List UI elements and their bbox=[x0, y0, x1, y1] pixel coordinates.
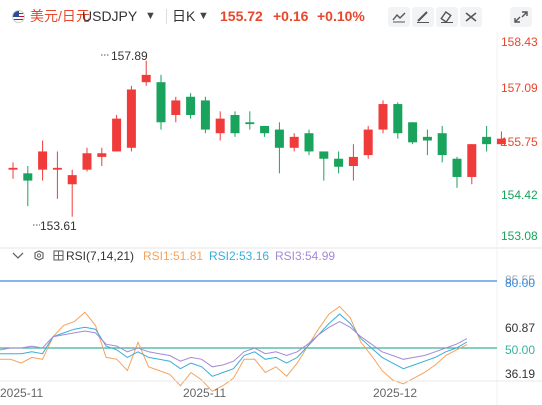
candle-body[interactable] bbox=[67, 175, 77, 185]
candle-body[interactable] bbox=[363, 129, 373, 156]
low-annotation: 153.61 bbox=[33, 219, 77, 233]
candle-body[interactable] bbox=[245, 122, 255, 125]
draw-tool-icon bbox=[417, 11, 429, 23]
candle-body[interactable] bbox=[452, 158, 462, 177]
us-flag-icon bbox=[12, 10, 25, 23]
line-tool-button[interactable] bbox=[388, 7, 410, 27]
candle-body[interactable] bbox=[186, 96, 196, 115]
candle-body[interactable] bbox=[408, 122, 418, 143]
kline-chart[interactable]: 157.89 153.61 158.43 157.09 155.75 154.4… bbox=[0, 32, 542, 405]
candle-body[interactable] bbox=[348, 156, 358, 167]
price-tick-label: 155.75 bbox=[501, 135, 538, 149]
settings-icon[interactable] bbox=[34, 250, 44, 261]
candle-body[interactable] bbox=[304, 133, 314, 152]
indicator-label[interactable]: RSI(7,14,21) bbox=[66, 249, 134, 263]
candle-body[interactable] bbox=[496, 138, 506, 145]
time-tick-label: 2025-11 bbox=[0, 386, 43, 400]
fullscreen-button[interactable] bbox=[510, 7, 532, 27]
rsi-tick-label: 80.00 bbox=[505, 276, 535, 290]
rsi-tick-label: 85.55 bbox=[505, 273, 535, 287]
crosshair-tool-icon bbox=[465, 12, 477, 22]
rsi-line bbox=[0, 313, 468, 377]
time-tick-label: 2025-12 bbox=[373, 386, 417, 400]
symbol-dropdown-icon[interactable]: ▼ bbox=[145, 10, 156, 22]
fullscreen-icon bbox=[514, 11, 528, 23]
candle-body[interactable] bbox=[8, 167, 18, 170]
candle-body[interactable] bbox=[171, 100, 181, 115]
period-selector[interactable]: 日K bbox=[172, 8, 196, 24]
rsi-series bbox=[0, 305, 468, 392]
candle-body[interactable] bbox=[126, 89, 136, 148]
price-axis: 158.43 157.09 155.75 154.42 153.08 bbox=[501, 35, 538, 243]
erase-tool-button[interactable] bbox=[436, 7, 458, 27]
candle-body[interactable] bbox=[38, 151, 48, 170]
pair-symbol[interactable]: USDJPY bbox=[82, 8, 138, 24]
price-tick-label: 154.42 bbox=[501, 188, 538, 202]
rsi1-value: RSI1:51.81 bbox=[143, 249, 203, 263]
collapse-icon[interactable] bbox=[12, 252, 24, 259]
crosshair-tool-button[interactable] bbox=[460, 7, 482, 27]
rsi2-value: RSI2:53.16 bbox=[209, 249, 269, 263]
candle-body[interactable] bbox=[215, 118, 225, 134]
candle-body[interactable] bbox=[437, 133, 447, 156]
high-label: 157.89 bbox=[111, 49, 148, 63]
high-annotation: 157.89 bbox=[101, 49, 148, 63]
rsi-axis: 85.55 80.00 60.87 50.00 36.19 bbox=[505, 273, 535, 381]
indicator-switch-icon[interactable] bbox=[53, 250, 64, 261]
rsi-tick-label: 36.19 bbox=[505, 367, 535, 381]
price-tick-label: 158.43 bbox=[501, 35, 538, 49]
candle-body[interactable] bbox=[23, 173, 33, 181]
price-change-percent: +0.10% bbox=[317, 8, 365, 24]
header-divider bbox=[166, 9, 167, 24]
candle-body[interactable] bbox=[112, 118, 122, 152]
candle-body[interactable] bbox=[319, 151, 329, 159]
rsi-line bbox=[0, 321, 468, 368]
candle-body[interactable] bbox=[141, 74, 151, 83]
time-tick-label: 2025-11 bbox=[183, 386, 226, 400]
pair-name-cn[interactable]: 美元/日元 bbox=[30, 8, 90, 24]
candle-body[interactable] bbox=[334, 158, 344, 167]
candle-body[interactable] bbox=[482, 136, 492, 145]
period-dropdown-icon[interactable]: ▼ bbox=[198, 10, 209, 22]
chart-header: 美元/日元 USDJPY ▼ 日K ▼ 155.72 +0.16 +0.10% bbox=[0, 0, 542, 32]
erase-tool-icon bbox=[440, 11, 453, 23]
candle-body[interactable] bbox=[289, 136, 299, 148]
candlestick-series bbox=[8, 60, 506, 217]
rsi-tick-label: 50.00 bbox=[505, 343, 535, 357]
candle-body[interactable] bbox=[378, 104, 388, 130]
candle-body[interactable] bbox=[156, 82, 166, 123]
candle-body[interactable] bbox=[274, 129, 284, 148]
rsi-tick-label: 60.87 bbox=[505, 321, 535, 335]
draw-tool-button[interactable] bbox=[412, 7, 434, 27]
time-axis: 2025-11 2025-11 2025-12 bbox=[0, 386, 417, 400]
rsi-line bbox=[0, 305, 468, 392]
candle-body[interactable] bbox=[82, 153, 92, 170]
line-tool-icon bbox=[392, 12, 406, 23]
candle-body[interactable] bbox=[52, 167, 62, 170]
indicator-header: RSI(7,14,21) RSI1:51.81 RSI2:53.16 RSI3:… bbox=[12, 249, 335, 263]
price-tick-label: 157.09 bbox=[501, 81, 538, 95]
low-label: 153.61 bbox=[40, 219, 77, 233]
last-price: 155.72 bbox=[220, 8, 263, 24]
rsi3-value: RSI3:54.99 bbox=[275, 249, 335, 263]
candle-body[interactable] bbox=[260, 125, 270, 134]
candle-body[interactable] bbox=[230, 114, 240, 134]
candle-body[interactable] bbox=[393, 104, 403, 134]
candle-body[interactable] bbox=[467, 144, 477, 177]
candle-body[interactable] bbox=[97, 153, 107, 157]
price-change: +0.16 bbox=[273, 8, 309, 24]
candle-body[interactable] bbox=[200, 100, 210, 130]
price-tick-label: 153.08 bbox=[501, 229, 538, 243]
candle-body[interactable] bbox=[422, 136, 432, 141]
